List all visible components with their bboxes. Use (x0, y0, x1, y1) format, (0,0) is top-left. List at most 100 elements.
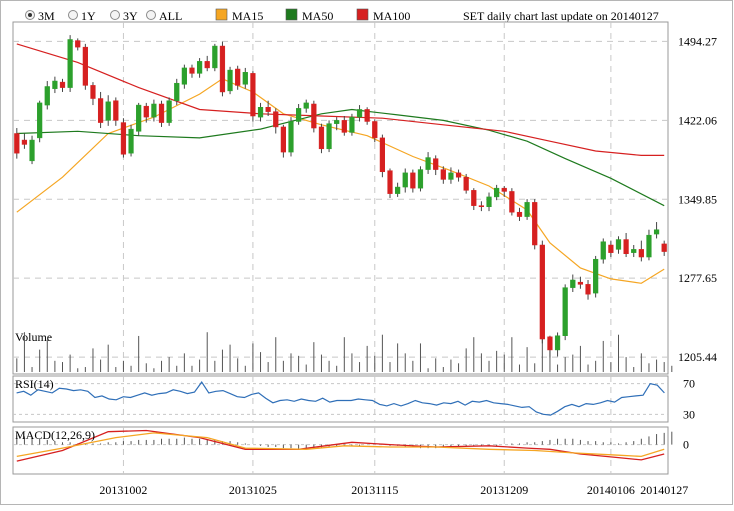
candle-body (653, 229, 660, 235)
radio-selected-dot (28, 13, 32, 17)
candle-body (204, 61, 210, 69)
legend-swatch-ma15 (215, 8, 228, 21)
candle-body (570, 279, 576, 288)
candle-body (463, 176, 469, 191)
candle-body (661, 243, 667, 252)
candle-body (341, 120, 347, 133)
candle-body (585, 284, 591, 295)
candle-body (250, 73, 256, 117)
candle-body (311, 103, 317, 129)
candle-body (143, 105, 149, 118)
candle-body (562, 287, 568, 336)
candle-body (44, 86, 50, 106)
candle-body (631, 249, 637, 253)
rsi-line (16, 381, 665, 416)
candle-body (326, 123, 332, 150)
candle-body (37, 102, 43, 139)
y-tick-label: 1422.06 (678, 113, 717, 127)
x-tick-label: 20131115 (351, 483, 398, 497)
candle-body (547, 336, 553, 351)
rsi-panel-frame (12, 375, 669, 423)
candle-body (295, 108, 302, 122)
candle-body (227, 69, 233, 92)
legend-swatch-ma50 (285, 8, 298, 21)
candle-body (395, 186, 401, 194)
ma-line-ma100 (16, 43, 665, 156)
candle-body (242, 72, 248, 85)
candle-body (288, 121, 294, 153)
candle-body (448, 172, 454, 180)
candle-body (417, 169, 424, 189)
candle-body (181, 67, 187, 85)
candle-body (90, 85, 96, 99)
candle-body (235, 68, 241, 86)
candle-body (593, 258, 599, 294)
candle-body (608, 244, 614, 253)
candle-body (486, 196, 492, 207)
candle-body (387, 170, 393, 194)
candle-body (356, 109, 363, 118)
candle-body (151, 103, 157, 118)
candle-body (21, 139, 28, 145)
candle-body (364, 109, 370, 122)
candle-body (174, 82, 180, 101)
candle-body (280, 126, 286, 153)
candle-body (52, 80, 58, 89)
legend-label-ma100: MA100 (373, 9, 410, 23)
rsi-title: RSI(14) (15, 377, 54, 391)
rsi-tick-label: 70 (683, 377, 695, 391)
x-tick-label: 20131209 (480, 483, 528, 497)
macd-title: MACD(12,26,9) (15, 428, 95, 442)
range-radio-1y (68, 10, 78, 20)
candle-body (623, 239, 629, 255)
range-label-3y: 3Y (123, 9, 138, 23)
candle-body (82, 46, 88, 86)
legend-swatch-ma100 (356, 8, 369, 21)
x-tick-label: 20140127 (640, 483, 688, 497)
candle-body (638, 249, 644, 258)
candle-body (577, 281, 584, 285)
macd-panel-frame (12, 426, 669, 475)
candle-body (219, 45, 226, 93)
x-tick-label: 20131002 (99, 483, 147, 497)
candle-body (455, 172, 462, 178)
candle-body (410, 172, 416, 189)
range-radio-3y (110, 10, 120, 20)
candle-body (334, 120, 340, 124)
candle-body (189, 67, 195, 74)
candle-body (196, 61, 203, 74)
x-tick-label: 20131025 (229, 483, 277, 497)
candle-body (105, 101, 111, 121)
range-radio-all (146, 10, 156, 20)
candle-body (273, 111, 279, 128)
ma-line-ma50 (16, 108, 665, 207)
candle-body (303, 102, 309, 109)
candle-body (113, 100, 119, 121)
candle-body (349, 116, 355, 133)
candle-body (372, 121, 378, 139)
candle-body (524, 202, 530, 217)
candle-body (75, 40, 81, 48)
candle-body (212, 45, 218, 69)
candle-body (615, 239, 622, 250)
candle-body (128, 128, 134, 154)
candle-body (471, 190, 477, 206)
candle-body (257, 107, 264, 118)
candle-body (478, 205, 485, 207)
candle-body (14, 133, 20, 154)
candle-body (402, 172, 408, 188)
macd-line-macd (16, 429, 665, 462)
y-tick-label: 1277.65 (678, 271, 717, 285)
price-panel-frame (12, 21, 669, 375)
candle-body (509, 191, 515, 213)
range-label-3m: 3M (38, 9, 55, 23)
range-label-all: ALL (159, 9, 182, 23)
legend-label-ma50: MA50 (302, 9, 333, 23)
candle-body (600, 241, 606, 260)
candle-body (425, 157, 431, 170)
legend-label-ma15: MA15 (232, 9, 263, 23)
y-tick-label: 1205.44 (678, 350, 717, 364)
